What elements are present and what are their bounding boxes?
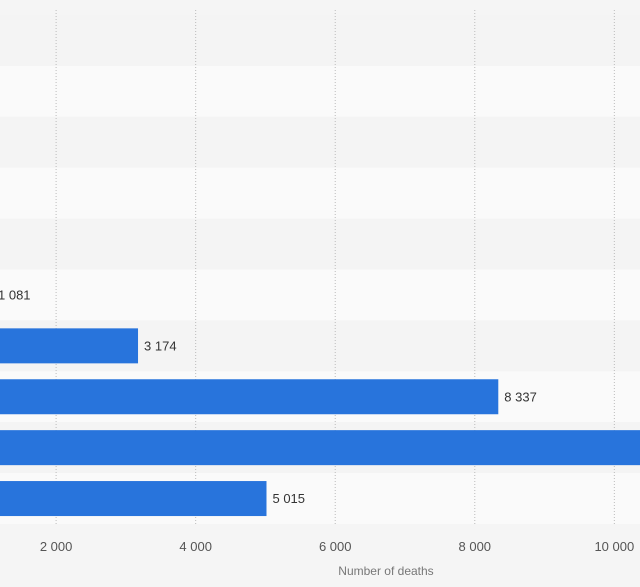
value-label: 3 174 [144,338,177,353]
row-band [0,167,640,219]
bar [0,481,267,517]
x-tick-label: 2 000 [40,539,73,554]
row-band [0,269,640,321]
value-label: 1 081 [0,287,31,302]
row-band [0,116,640,168]
row-band [0,15,640,66]
value-label: 8 337 [504,389,537,404]
x-tick-label: 6 000 [319,539,352,554]
row-band [0,218,640,270]
value-label: 5 015 [272,491,305,506]
bars [0,328,640,517]
bar [0,430,640,466]
x-tick-label: 4 000 [179,539,212,554]
bar [0,328,139,364]
x-axis-ticks: 2 000 4 000 6 000 8 000 10 000 [40,539,634,554]
x-axis-title: Number of deaths [338,564,433,578]
x-tick-label: 10 000 [594,539,634,554]
x-tick-label: 8 000 [459,539,492,554]
bar [0,379,499,415]
row-band [0,65,640,117]
